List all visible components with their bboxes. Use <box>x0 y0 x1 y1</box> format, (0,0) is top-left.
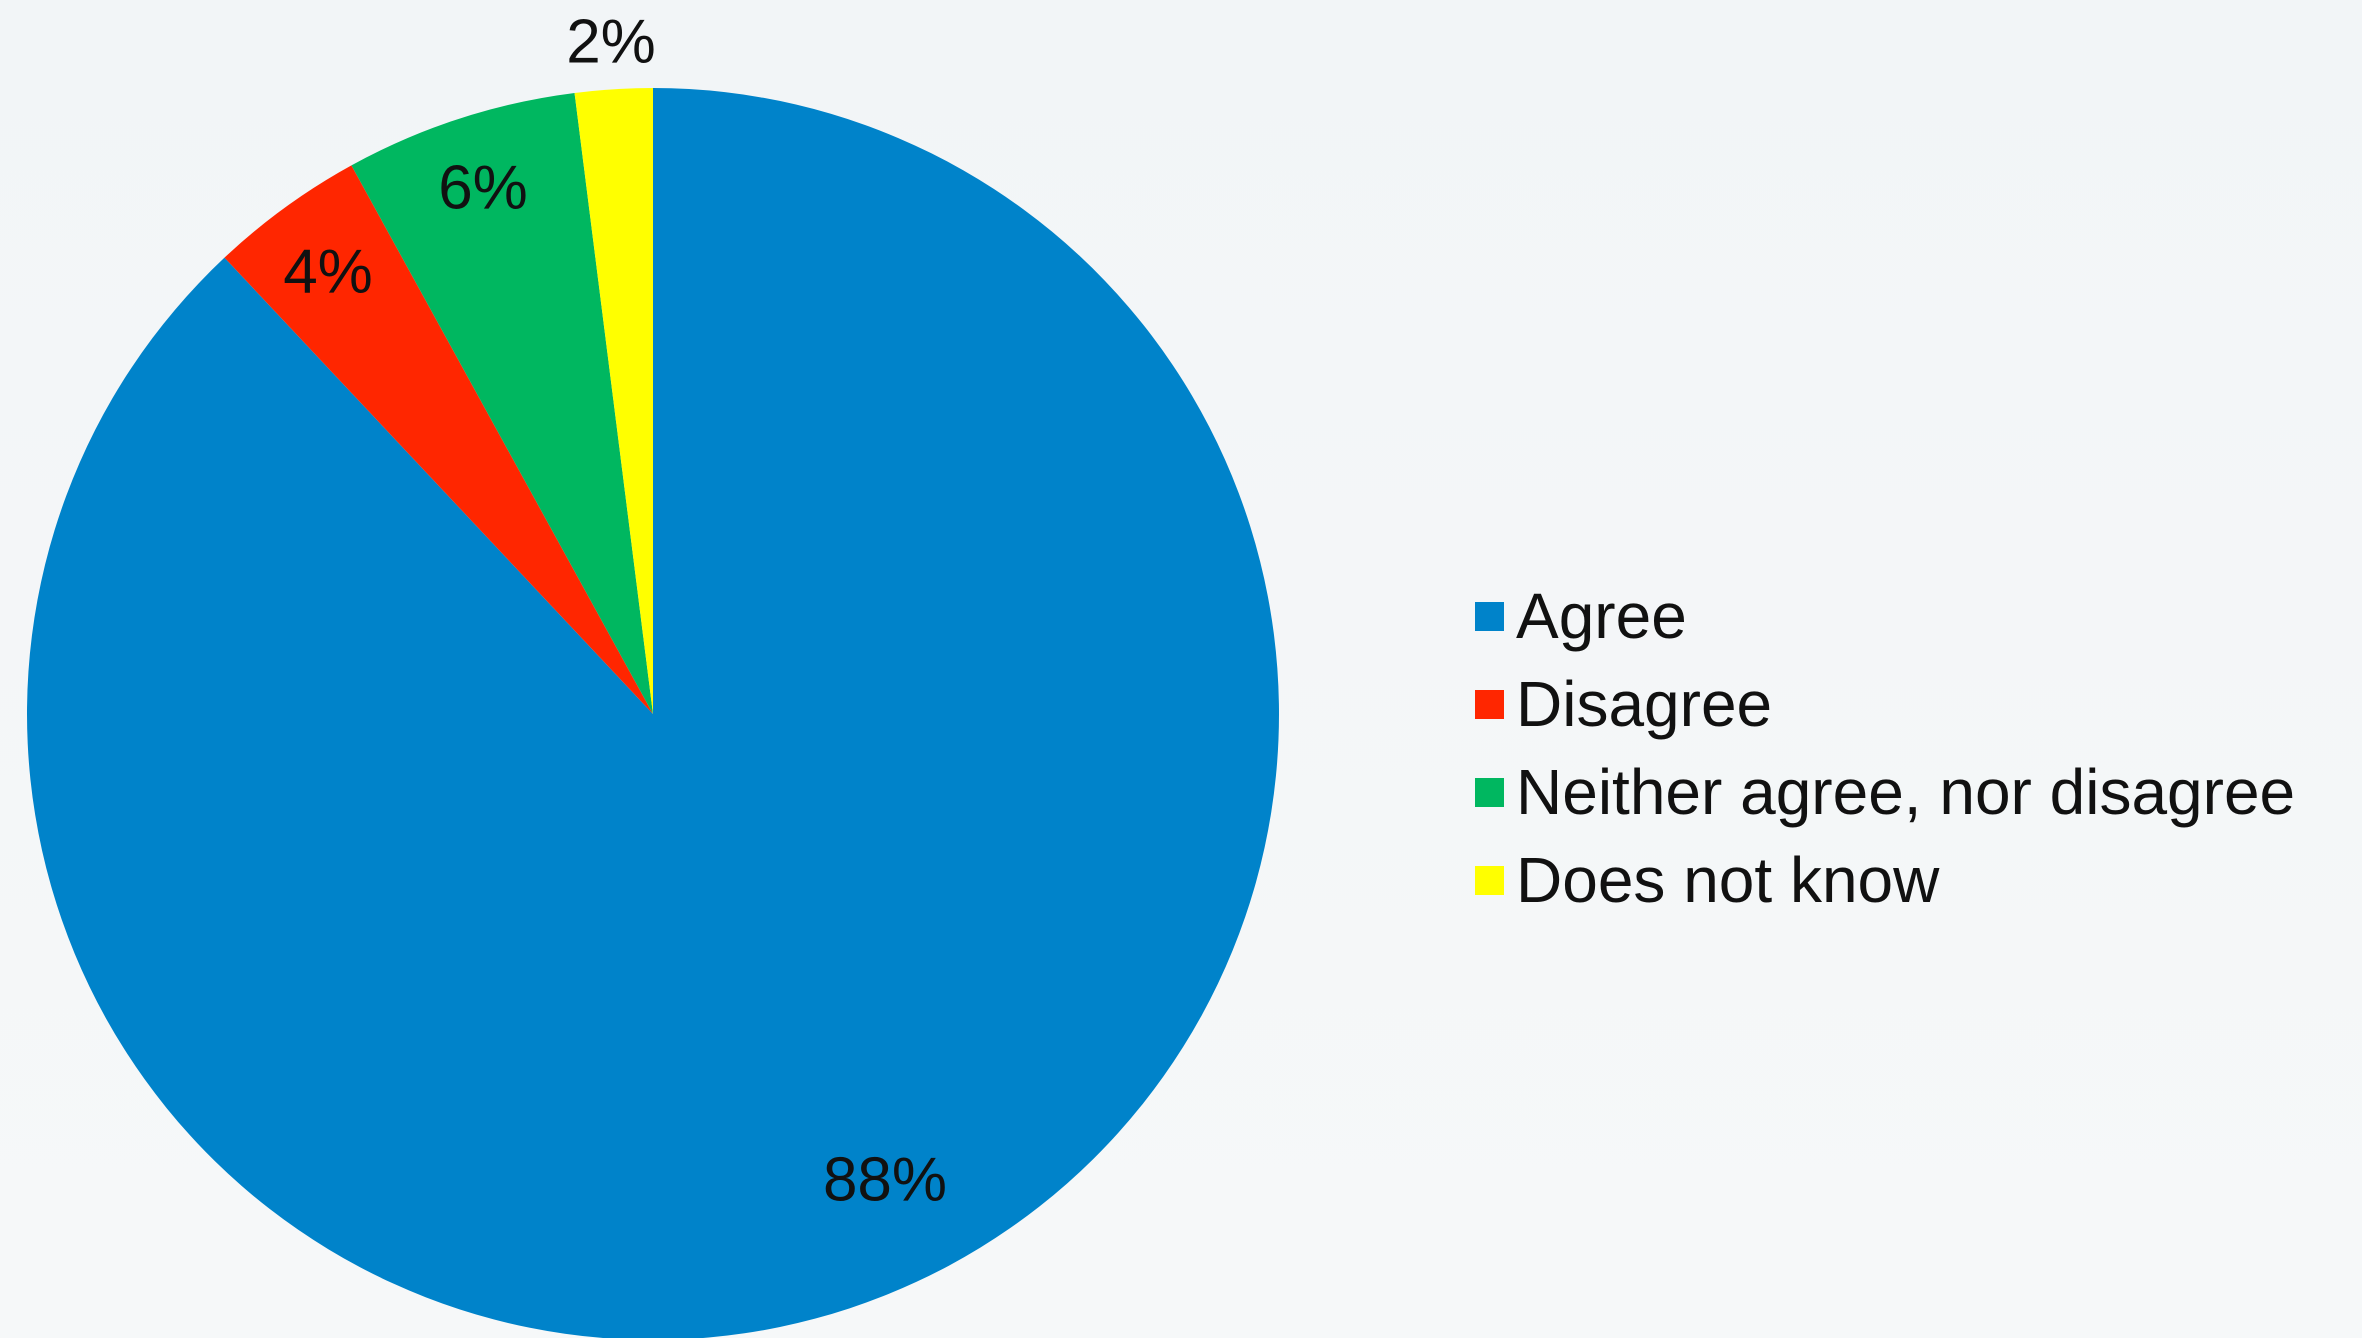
legend-label: Does not know <box>1516 844 1940 916</box>
slice-value-label: 88% <box>823 1146 947 1215</box>
legend-item: Disagree <box>1475 660 2295 748</box>
pie-labels: 88% 4% 6% 2% <box>283 8 947 1215</box>
legend-label: Disagree <box>1516 668 1773 740</box>
legend-item: Does not know <box>1475 836 2295 924</box>
pie-slice-agree <box>27 88 1279 1338</box>
legend: Agree Disagree Neither agree, nor disagree… <box>1475 572 2295 924</box>
legend-label: Agree <box>1516 580 1687 652</box>
slice-value-label: 4% <box>283 238 373 307</box>
legend-swatch <box>1475 601 1504 631</box>
legend-swatch <box>1475 777 1504 807</box>
legend-item: Neither agree, nor disagree <box>1475 748 2295 836</box>
slice-value-label: 2% <box>566 8 656 77</box>
pie-slice-neither-agree-nor-disagree <box>351 92 653 714</box>
slice-value-label: 6% <box>438 154 528 223</box>
pie-slices <box>27 88 1279 1338</box>
legend-label: Neither agree, nor disagree <box>1516 756 2296 828</box>
legend-swatch <box>1475 689 1504 719</box>
legend-item: Agree <box>1475 572 2295 660</box>
pie-slice-does-not-know <box>574 88 653 714</box>
legend-swatch <box>1475 865 1504 895</box>
pie-slice-disagree <box>224 165 653 714</box>
